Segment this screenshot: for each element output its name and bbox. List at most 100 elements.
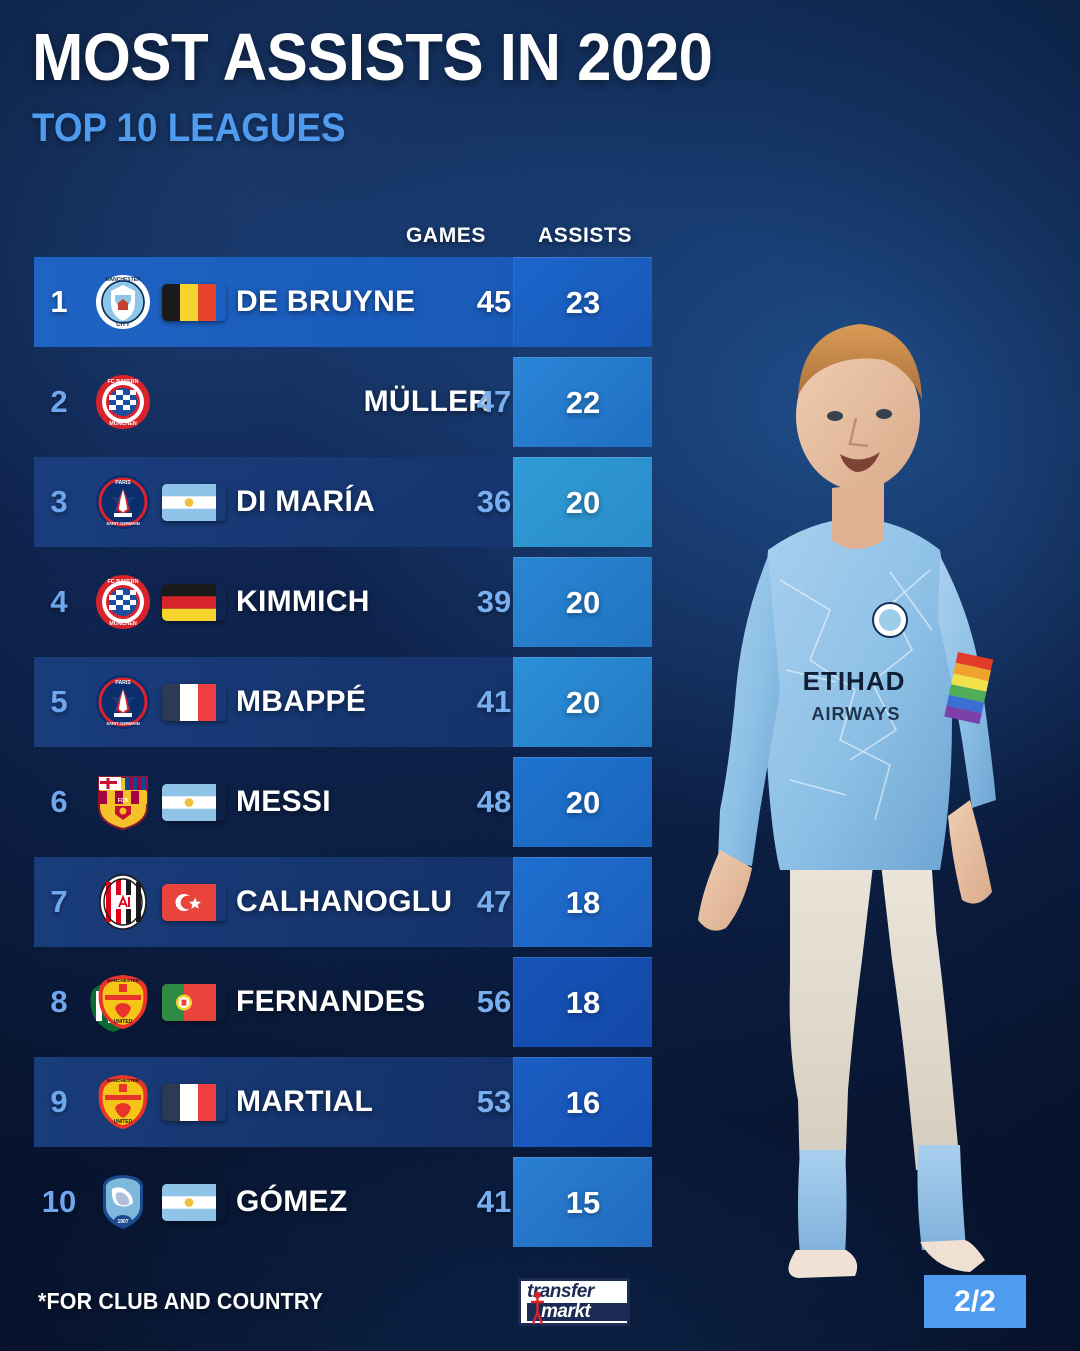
games-value: 56 (476, 984, 512, 1019)
assists-value-cell: 18 (513, 957, 652, 1047)
games-value: 45 (476, 284, 512, 319)
rank-number: 8 (50, 984, 68, 1019)
rank-number: 2 (50, 384, 68, 419)
svg-text:SAINT-GERMAIN: SAINT-GERMAIN (106, 521, 140, 526)
svg-text:UNITED: UNITED (114, 1019, 133, 1025)
page-subtitle: TOP 10 LEAGUES (32, 105, 346, 150)
rank-number: 5 (50, 684, 68, 719)
assists-value-cell: 16 (513, 1057, 652, 1147)
club-crest-ac-milan-icon (84, 871, 162, 933)
rank-number: 10 (41, 1184, 77, 1219)
svg-text:PARIS: PARIS (115, 480, 131, 486)
svg-text:FCB: FCB (118, 798, 129, 804)
rank-number: 9 (50, 1084, 68, 1119)
table-row: 2 FC BAYERN MÜNCHEN MÜLLER 47 22 (34, 357, 652, 447)
country-flag-argentina-icon (162, 483, 226, 521)
assists-value-cell: 20 (513, 757, 652, 847)
table-row: 7 CALHANOGLU 47 18 (34, 857, 652, 947)
assists-value-cell: 18 (513, 857, 652, 947)
svg-text:MANCHESTER: MANCHESTER (107, 1078, 140, 1083)
player-photo-de-bruyne: ETIHAD AIRWAYS (640, 220, 1080, 1280)
rank-number: 7 (50, 884, 68, 919)
club-crest-primary-icon: MANCHESTER CITY (94, 273, 152, 331)
club-crest-primary-icon: PARIS SAINT-GERMAIN (94, 673, 152, 731)
club-crest-primary-icon: 1907 (98, 1173, 148, 1231)
games-value: 36 (476, 484, 512, 519)
country-flag-france-icon (162, 683, 226, 721)
svg-text:1907: 1907 (117, 1219, 128, 1225)
table-row: 6 FCB MESSI 48 20 (34, 757, 652, 847)
header: MOST ASSISTS IN 2020 TOP 10 LEAGUES (32, 20, 772, 150)
games-value: 41 (476, 1184, 512, 1219)
country-flag-turkey-icon (162, 883, 226, 921)
games-value: 53 (476, 1084, 512, 1119)
svg-text:FC BAYERN: FC BAYERN (108, 579, 139, 585)
table-row: 10 1907 GÓMEZ 41 15 (34, 1157, 652, 1247)
club-crest-primary-icon (97, 873, 149, 931)
transfermarkt-logo: transfer markt (518, 1278, 630, 1326)
club-crest-manchester-united-icon: SCPMANCHESTERUNITED (84, 971, 162, 1033)
column-header-games: GAMES (406, 224, 487, 247)
rank-number: 1 (50, 284, 68, 319)
player-name: MÜLLER (363, 385, 491, 418)
country-flag-germany-icon (162, 583, 226, 621)
table-row: 3 PARIS SAINT-GERMAIN DI MARÍA 36 20 (34, 457, 652, 547)
assists-value-cell: 23 (513, 257, 652, 347)
games-value: 47 (476, 884, 512, 919)
footnote: *FOR CLUB AND COUNTRY (38, 1288, 324, 1314)
rank-number: 3 (50, 484, 68, 519)
rank-number: 4 (50, 584, 68, 619)
club-crest-manchester-city-icon: MANCHESTER CITY (84, 271, 162, 333)
page-title: MOST ASSISTS IN 2020 (32, 20, 713, 95)
player-name: MARTIAL (236, 1085, 374, 1118)
assists-value-cell: 20 (513, 657, 652, 747)
page-indicator: 2/2 (924, 1275, 1026, 1328)
svg-text:PARIS: PARIS (115, 680, 131, 686)
country-flag-portugal-icon (162, 983, 226, 1021)
logo-line-2: markt (527, 1301, 627, 1321)
country-flag-belgium-icon (162, 283, 226, 321)
player-name: KIMMICH (236, 585, 370, 618)
player-name: DI MARÍA (236, 485, 376, 518)
player-name: MBAPPÉ (236, 685, 367, 718)
club-crest-primary-icon: FC BAYERN MÜNCHEN (94, 573, 152, 631)
country-flag-argentina-icon (162, 1183, 226, 1221)
games-value: 48 (476, 784, 512, 819)
club-crest-paris-saint-germain-icon: PARIS SAINT-GERMAIN (84, 471, 162, 533)
table-row: 5 PARIS SAINT-GERMAIN MBAPPÉ 41 20 (34, 657, 652, 747)
ranking-table: 1 MANCHESTER CITY DE BRUYNE 45 23 2 FC BAYERN MÜ… (34, 257, 652, 1257)
country-flag-france-icon (162, 1083, 226, 1121)
country-flag-placeholder (162, 384, 226, 421)
assists-value-cell: 20 (513, 457, 652, 547)
svg-text:UNITED: UNITED (114, 1119, 133, 1125)
svg-text:MANCHESTER: MANCHESTER (107, 978, 140, 983)
club-crest-primary-icon: FCB (95, 773, 151, 831)
table-row: 1 MANCHESTER CITY DE BRUYNE 45 23 (34, 257, 652, 347)
club-crest-primary-icon: MANCHESTER UNITED (95, 973, 151, 1031)
svg-text:MANCHESTER: MANCHESTER (105, 277, 141, 283)
svg-text:AIRWAYS: AIRWAYS (811, 704, 900, 724)
club-crest-bayern-munich-icon: FC BAYERN MÜNCHEN (84, 571, 162, 633)
assists-value-cell: 15 (513, 1157, 652, 1247)
club-crest-primary-icon: PARIS SAINT-GERMAIN (94, 473, 152, 531)
svg-text:ETIHAD: ETIHAD (803, 666, 906, 696)
svg-text:MÜNCHEN: MÜNCHEN (109, 420, 137, 427)
svg-text:SAINT-GERMAIN: SAINT-GERMAIN (106, 721, 140, 726)
column-header-assists: ASSISTS (538, 224, 633, 247)
svg-text:CITY: CITY (116, 322, 130, 328)
player-name: GÓMEZ (236, 1185, 348, 1218)
player-name: DE BRUYNE (236, 285, 416, 318)
assists-value-cell: 20 (513, 557, 652, 647)
table-row: 4 FC BAYERN MÜNCHEN KIMMICH 39 20 (34, 557, 652, 647)
club-crest-paris-saint-germain-icon: PARIS SAINT-GERMAIN (84, 671, 162, 733)
table-row: 9 MANCHESTER UNITED MARTIAL 53 16 (34, 1057, 652, 1147)
player-name: MESSI (236, 785, 331, 818)
club-crest-fc-barcelona-icon: FCB (84, 771, 162, 833)
player-name: CALHANOGLU (236, 885, 453, 918)
games-value: 39 (476, 584, 512, 619)
player-name: FERNANDES (236, 985, 426, 1018)
games-value: 47 (476, 384, 512, 419)
svg-text:FC BAYERN: FC BAYERN (108, 379, 139, 385)
games-value: 41 (476, 684, 512, 719)
assists-value-cell: 22 (513, 357, 652, 447)
